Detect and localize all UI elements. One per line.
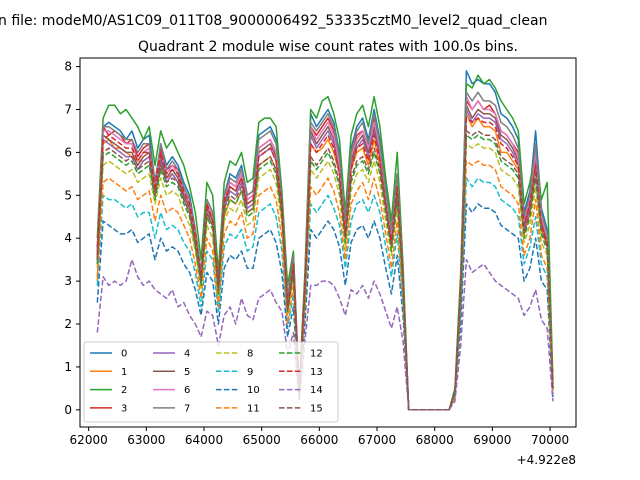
- x-tick-label: 70000: [531, 433, 569, 447]
- legend-label-10: 10: [247, 385, 260, 396]
- x-tick-label: 68000: [416, 433, 454, 447]
- series-line-10: [96, 203, 554, 411]
- y-tick-label: 5: [64, 188, 72, 202]
- series-line-13: [96, 117, 554, 411]
- x-tick-label: 63000: [127, 433, 165, 447]
- figure-title: n file: modeM0/AS1C09_011T08_9000006492_…: [0, 13, 547, 29]
- y-tick-label: 4: [64, 231, 72, 245]
- y-tick-label: 2: [64, 317, 72, 331]
- legend-label-6: 6: [184, 385, 190, 396]
- series-line-8: [96, 143, 554, 411]
- series-line-14: [96, 258, 554, 411]
- y-tick-label: 6: [64, 145, 72, 159]
- x-tick-label: 62000: [70, 433, 108, 447]
- legend-label-5: 5: [184, 367, 190, 378]
- legend-label-9: 9: [247, 367, 253, 378]
- legend-label-2: 2: [121, 385, 127, 396]
- legend-label-1: 1: [121, 367, 127, 378]
- x-tick-label: 66000: [300, 433, 338, 447]
- y-tick-label: 8: [64, 60, 72, 74]
- series-layer: [96, 70, 554, 411]
- y-tick-label: 3: [64, 274, 72, 288]
- y-tick-label: 1: [64, 360, 72, 374]
- x-tick-label: 69000: [473, 433, 511, 447]
- legend-label-14: 14: [310, 385, 323, 396]
- series-line-15: [96, 130, 554, 411]
- y-axis: 0 1 2 3 4 5 6 7 8: [64, 60, 80, 417]
- legend-label-0: 0: [121, 349, 127, 360]
- y-tick-label: 7: [64, 102, 72, 116]
- legend-box: [83, 341, 339, 423]
- legend-label-7: 7: [184, 403, 190, 414]
- legend-label-3: 3: [121, 403, 127, 414]
- x-axis: 62000 63000 64000 65000 66000 67000 68000 69000…: [70, 427, 569, 447]
- legend-label-12: 12: [310, 349, 323, 360]
- x-tick-label: 65000: [243, 433, 281, 447]
- legend-label-15: 15: [310, 403, 323, 414]
- x-offset-label: +4.922e8: [517, 453, 576, 467]
- series-line-11: [96, 160, 554, 411]
- chart-title: Quadrant 2 module wise count rates with …: [138, 39, 518, 55]
- x-tick-label: 67000: [358, 433, 396, 447]
- x-tick-label: 64000: [185, 433, 223, 447]
- legend-label-4: 4: [184, 349, 190, 360]
- legend-label-8: 8: [247, 349, 253, 360]
- plot-frame: [79, 57, 577, 428]
- legend-label-11: 11: [247, 403, 260, 414]
- y-tick-label: 0: [64, 403, 72, 417]
- legend-label-13: 13: [310, 367, 323, 378]
